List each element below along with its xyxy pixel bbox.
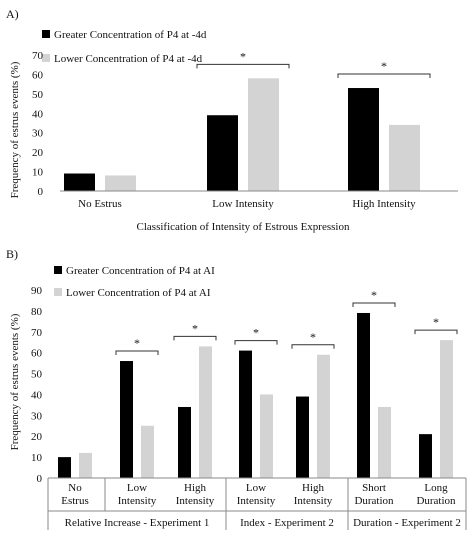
legend-a-dark-swatch (42, 30, 50, 38)
y-axis-title-b: Frequency of estrus events (%) (9, 313, 21, 450)
legend-a-light-label: Lower Concentration of P4 at -4d (54, 53, 203, 65)
y-tick-label: 40 (31, 389, 43, 401)
x-tick-label: No Estrus (61, 482, 89, 507)
legend-b-light-swatch (54, 288, 62, 296)
bar-greater (207, 115, 238, 191)
y-tick-label: 10 (32, 167, 44, 179)
group-label: Duration - Experiment 2 (353, 517, 461, 529)
bar-greater (120, 361, 133, 478)
x-tick-labels-a: No Estrus Low Intensity High Intensity (78, 198, 416, 210)
bar-greater (64, 173, 95, 191)
y-tick-label: 60 (32, 69, 44, 81)
y-tick-label: 40 (32, 108, 44, 120)
panel-b: B) Greater Concentration of P4 at AI Low… (6, 247, 467, 530)
y-tick-label: 80 (31, 306, 43, 318)
y-tick-label: 20 (31, 431, 43, 443)
bar-lower (141, 425, 154, 478)
legend-b-dark-label: Greater Concentration of P4 at AI (66, 265, 215, 277)
y-tick-label: 20 (32, 147, 44, 159)
y-tick-label: 0 (37, 473, 43, 485)
x-tick-label: High Intensity (176, 482, 215, 507)
bars-b (58, 312, 453, 478)
y-tick-label: 70 (31, 327, 43, 339)
y-axis-title-a: Frequency of estrus events (%) (9, 61, 21, 198)
legend-b-light-label: Lower Concentration of P4 at AI (66, 287, 211, 299)
significance-bracket (291, 344, 335, 349)
significance-star: * (253, 326, 259, 340)
bar-greater (178, 406, 191, 478)
legend-b-dark-swatch (54, 266, 62, 274)
bars-a (64, 78, 420, 191)
x-axis-title-a: Classification of Intensity of Estrous E… (137, 221, 350, 233)
significance-brackets-a: ** (196, 49, 431, 79)
bar-lower (105, 175, 136, 191)
group-label: Relative Increase - Experiment 1 (65, 517, 210, 529)
bar-lower (317, 354, 330, 478)
significance-star: * (433, 315, 439, 329)
panel-a: A) Greater Concentration of P4 at -4d Lo… (6, 7, 458, 233)
significance-star: * (134, 336, 140, 350)
bar-greater (357, 312, 370, 478)
significance-bracket (196, 63, 290, 69)
category-table-b: No Estrus Low Intensity High Intensity Low Inte… (47, 477, 467, 530)
bar-lower (260, 394, 273, 478)
legend-a-dark-label: Greater Concentration of P4 at -4d (54, 29, 207, 41)
bar-lower (440, 340, 453, 478)
panel-b-label: B) (6, 247, 18, 261)
significance-star: * (192, 321, 198, 335)
x-tick-label: High Intensity (294, 482, 333, 507)
x-tick-label: Long Duration (416, 482, 456, 507)
significance-bracket (337, 73, 431, 79)
y-tick-label: 0 (38, 186, 44, 198)
bar-lower (199, 346, 212, 478)
bar-greater (296, 396, 309, 478)
x-tick-label: No Estrus (78, 198, 122, 210)
y-tick-label: 90 (31, 285, 43, 297)
significance-bracket (173, 335, 217, 341)
y-tick-label: 30 (32, 128, 44, 140)
x-tick-label: Low Intensity (118, 482, 157, 507)
y-tick-labels-a: 0 10 20 30 40 50 60 70 (32, 50, 44, 198)
significance-star: * (371, 288, 377, 302)
x-tick-label: Low Intensity (237, 482, 276, 507)
group-label: Index - Experiment 2 (240, 517, 334, 529)
panel-a-label: A) (6, 7, 19, 21)
y-tick-label: 60 (31, 348, 43, 360)
x-tick-label: Low Intensity (212, 198, 274, 210)
bar-greater (58, 457, 71, 478)
bar-greater (419, 434, 432, 478)
y-tick-label: 50 (31, 369, 43, 381)
y-tick-label: 30 (31, 410, 43, 422)
x-tick-label: Short Duration (354, 482, 394, 507)
y-tick-labels-b: 0 10 20 30 40 50 60 70 80 90 (31, 285, 43, 485)
bar-lower (378, 406, 391, 478)
significance-star: * (310, 330, 316, 344)
y-tick-label: 10 (31, 452, 43, 464)
significance-bracket (234, 340, 278, 345)
y-tick-label: 50 (32, 89, 44, 101)
x-tick-label: High Intensity (352, 198, 416, 210)
bar-lower (79, 452, 92, 478)
bar-greater (239, 350, 252, 478)
bar-lower (248, 78, 279, 191)
significance-star: * (381, 59, 387, 73)
bar-lower (389, 124, 420, 191)
significance-bracket (414, 329, 458, 335)
significance-bracket (115, 350, 159, 356)
significance-bracket (352, 302, 396, 307)
bar-greater (348, 88, 379, 191)
significance-star: * (240, 49, 246, 63)
y-tick-label: 70 (32, 50, 44, 62)
significance-brackets-b: * * * * * * (115, 288, 458, 356)
legend-a-light-swatch (42, 54, 50, 62)
